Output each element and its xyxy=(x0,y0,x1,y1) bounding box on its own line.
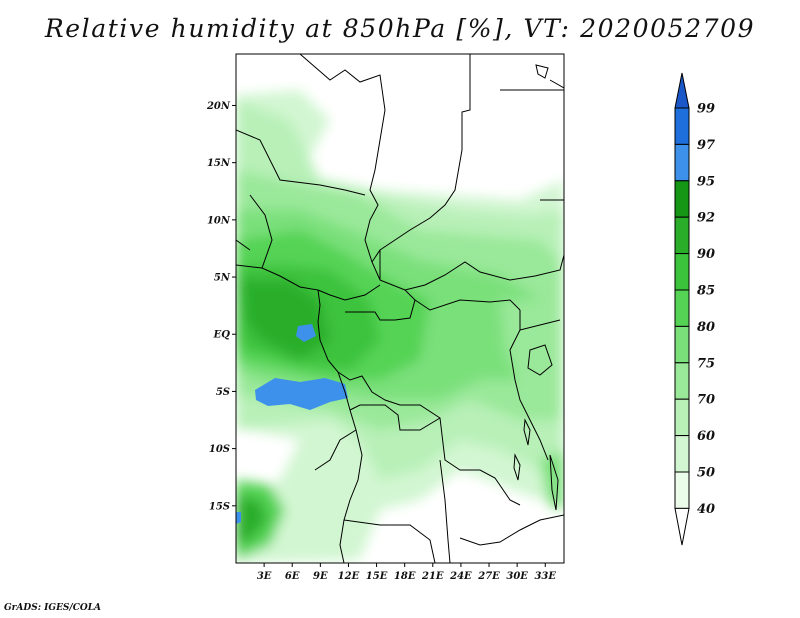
colorbar-segment xyxy=(674,180,690,218)
colorbar-label: 50 xyxy=(697,466,715,481)
colorbar-label: 99 xyxy=(697,102,715,117)
latitude-axis: 20N 15N 10N 5N EQ 5S 10S 15S xyxy=(206,101,236,512)
colorbar-label: 70 xyxy=(697,393,715,408)
lon-label: 30E xyxy=(506,571,528,582)
lon-label: 12E xyxy=(338,571,360,582)
colorbar-label: 75 xyxy=(697,356,715,371)
colorbar-bottom-arrow xyxy=(674,507,690,546)
colorbar-segment xyxy=(674,253,690,291)
colorbar: 99 97 95 92 90 85 80 75 70 60 50 40 xyxy=(674,72,715,546)
lat-label: 5S xyxy=(216,387,230,398)
colorbar-segment xyxy=(674,435,690,473)
lon-label: 9E xyxy=(313,571,328,582)
colorbar-label: 92 xyxy=(697,211,715,226)
colorbar-label: 80 xyxy=(697,320,715,335)
colorbar-segment xyxy=(674,325,690,364)
colorbar-segment xyxy=(674,471,690,509)
longitude-axis: 3E 6E 9E 12E 15E 18E 21E 24E 27E 30E 33E xyxy=(257,563,556,582)
colorbar-label: 85 xyxy=(697,284,715,299)
lat-label: 10S xyxy=(209,444,230,455)
colorbar-segment xyxy=(674,289,690,327)
lat-label: 10N xyxy=(207,215,231,226)
lon-label: 6E xyxy=(285,571,300,582)
lat-label: EQ xyxy=(213,330,231,341)
map-frame xyxy=(235,53,565,564)
colorbar-label: 90 xyxy=(697,247,715,262)
lat-label: 5N xyxy=(214,273,231,284)
lat-label: 20N xyxy=(206,101,231,112)
colorbar-label: 95 xyxy=(697,174,715,189)
colorbar-label: 40 xyxy=(697,502,715,517)
colorbar-segment xyxy=(674,362,690,400)
lon-label: 3E xyxy=(257,571,272,582)
colorbar-segment xyxy=(674,143,690,182)
grads-credit: GrADS: IGES/COLA xyxy=(4,603,102,613)
map-title: Relative humidity at 850hPa [%], VT: 202… xyxy=(44,14,756,43)
colorbar-top-arrow xyxy=(674,72,690,109)
colorbar-segment xyxy=(674,216,690,255)
colorbar-segment xyxy=(674,107,690,145)
country-borders xyxy=(236,54,564,563)
colorbar-label: 97 xyxy=(697,138,715,153)
lat-label: 15S xyxy=(209,501,230,512)
colorbar-segment xyxy=(674,398,690,437)
lon-label: 24E xyxy=(449,571,472,582)
lon-label: 27E xyxy=(477,571,500,582)
lon-label: 33E xyxy=(534,571,556,582)
colorbar-label: 60 xyxy=(697,429,715,444)
lon-label: 21E xyxy=(421,571,444,582)
lon-label: 15E xyxy=(366,571,388,582)
lat-label: 15N xyxy=(207,158,231,169)
lon-label: 18E xyxy=(394,571,416,582)
humidity-field xyxy=(236,54,564,563)
